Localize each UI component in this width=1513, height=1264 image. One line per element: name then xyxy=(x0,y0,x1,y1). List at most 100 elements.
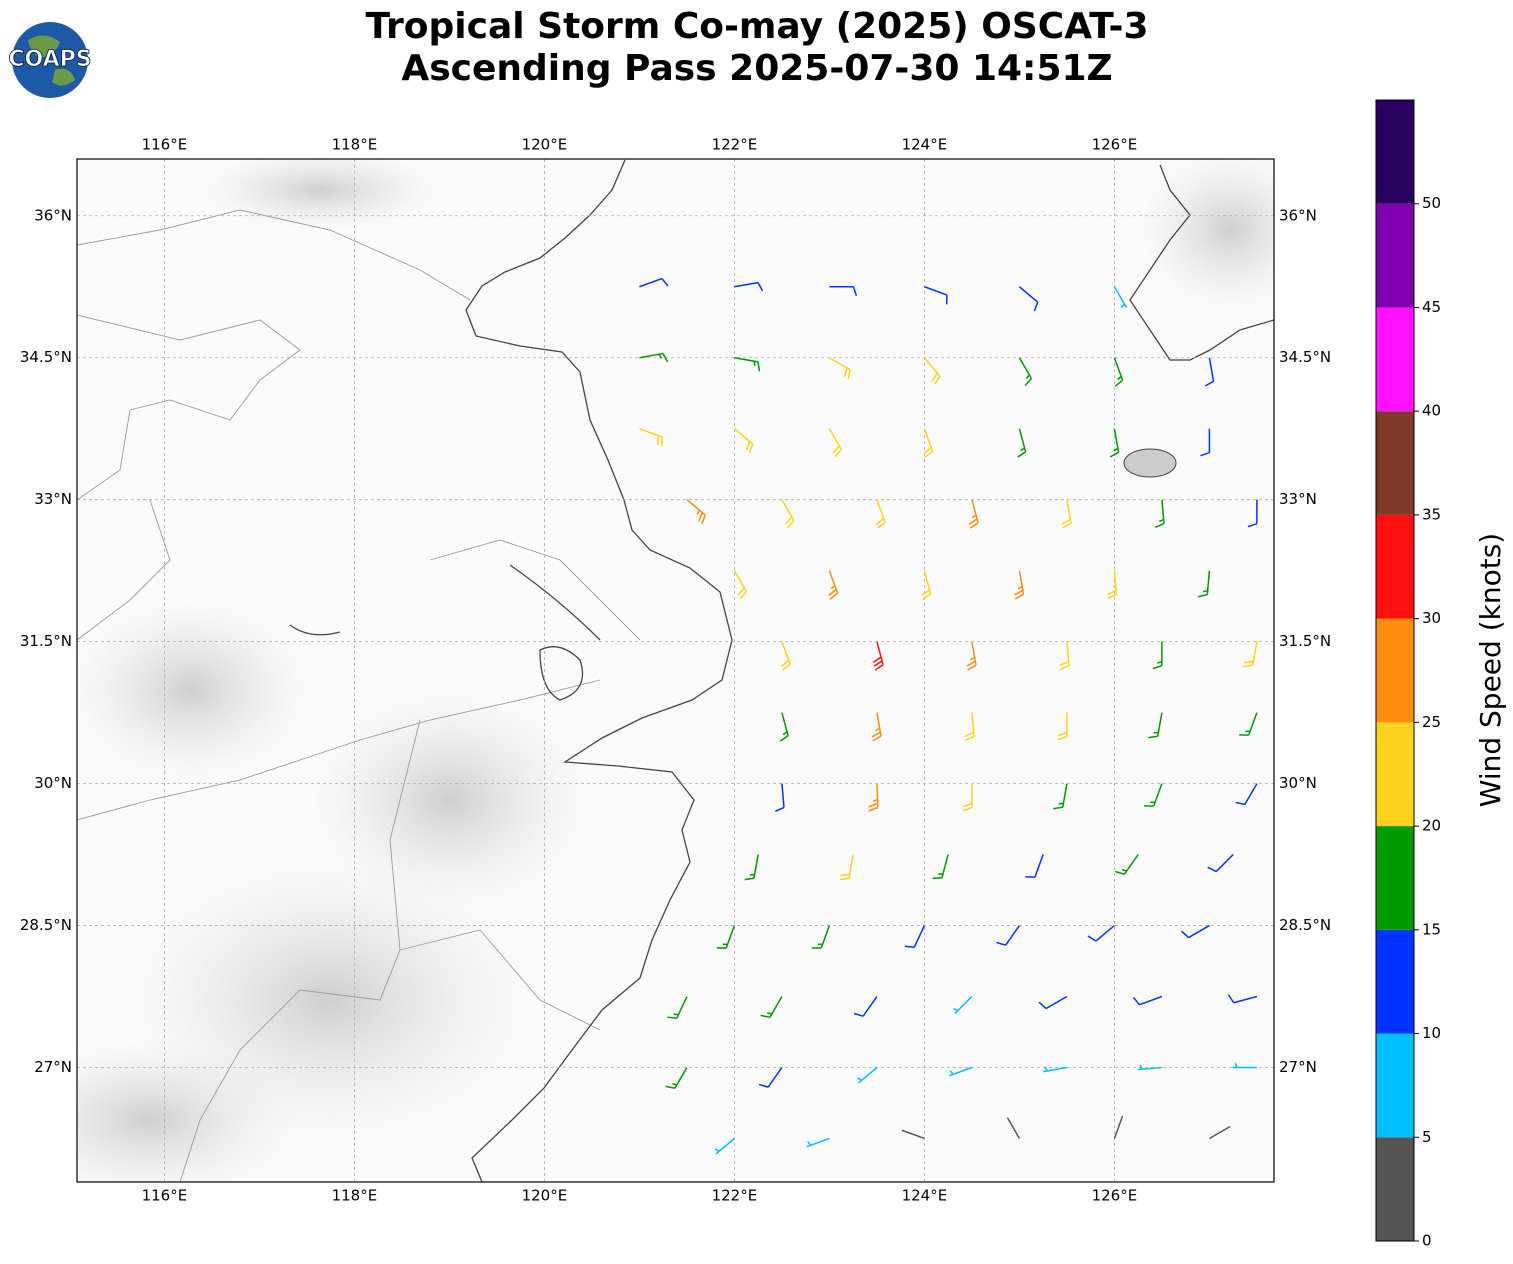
logo-land xyxy=(28,35,75,86)
colorbar-bin xyxy=(1376,1033,1414,1138)
wind-barb xyxy=(1232,1062,1257,1069)
wind-barbs xyxy=(639,277,1258,1155)
wind-barb xyxy=(1006,1117,1021,1139)
colorbar-bin xyxy=(1376,411,1414,515)
x-tick-label: 120°E xyxy=(522,136,568,154)
colorbar-bin xyxy=(1376,929,1414,1034)
wind-barb xyxy=(872,641,884,671)
wind-barb xyxy=(962,783,973,812)
wind-barb xyxy=(904,925,926,949)
y-tick-label: 36°N xyxy=(34,206,72,224)
wind-barb xyxy=(968,499,979,529)
terrain xyxy=(310,690,590,910)
colorbar-tick-label: 40 xyxy=(1422,402,1441,420)
x-tick-label: 118°E xyxy=(332,1187,378,1205)
colorbar-frame xyxy=(1375,99,1415,1242)
wind-barb xyxy=(1239,712,1258,736)
wind-barb xyxy=(1132,995,1163,1006)
colorbar-tick-label: 20 xyxy=(1422,817,1441,835)
colorbar-tick-label: 10 xyxy=(1422,1024,1441,1042)
wind-barb xyxy=(733,428,754,454)
wind-barb xyxy=(1059,641,1070,671)
wind-barb xyxy=(1109,428,1120,458)
wind-barb xyxy=(1144,783,1163,807)
wind-barb xyxy=(996,925,1021,946)
basemap xyxy=(77,159,1274,1182)
y-tick-label: 28.5°N xyxy=(1279,916,1331,934)
wind-barb xyxy=(714,1137,735,1155)
wind-barb xyxy=(779,712,789,742)
wind-barb xyxy=(1113,357,1124,387)
colorbar-tick-label: 35 xyxy=(1422,505,1441,523)
colorbar-tick-label: 0 xyxy=(1422,1232,1432,1250)
wind-barb xyxy=(871,712,882,742)
wind-barb xyxy=(716,925,736,949)
wind-barb xyxy=(966,641,977,671)
wind-barb xyxy=(1043,1066,1068,1073)
coastline xyxy=(465,159,733,1182)
y-tick-label: 27°N xyxy=(34,1058,72,1076)
wind-barb xyxy=(901,1129,925,1140)
wind-barb xyxy=(923,357,941,385)
wind-barb xyxy=(734,356,761,372)
x-tick-label: 126°E xyxy=(1092,136,1138,154)
colorbar-label: Wind Speed (knots) xyxy=(1474,533,1507,807)
wind-barb xyxy=(1107,570,1118,600)
y-tick-label: 34.5°N xyxy=(1279,348,1331,366)
y-tick-label: 27°N xyxy=(1279,1058,1317,1076)
x-tick-label: 116°E xyxy=(142,136,188,154)
wind-barb xyxy=(875,499,886,529)
colorbar-bin xyxy=(1376,514,1414,619)
wind-barb xyxy=(921,570,932,600)
wind-barb xyxy=(1137,1064,1162,1071)
wind-barb xyxy=(1053,783,1068,810)
title: Tropical Storm Co-may (2025) OSCAT-3 xyxy=(365,6,1148,47)
wind-barb xyxy=(1152,641,1163,670)
wind-barb xyxy=(780,641,791,671)
y-tick-label: 31.5°N xyxy=(1279,632,1331,650)
coastline xyxy=(1129,164,1274,361)
y-tick-label: 34.5°N xyxy=(20,348,72,366)
wind-barb xyxy=(923,428,934,458)
terrain xyxy=(77,600,310,780)
wind-barb xyxy=(1017,428,1027,458)
x-tick-label: 118°E xyxy=(332,136,378,154)
grid xyxy=(77,159,1274,1182)
wind-barb xyxy=(781,499,795,529)
wind-barb xyxy=(686,499,706,525)
y-tick-label: 30°N xyxy=(34,774,72,792)
wind-barb xyxy=(1038,995,1068,1010)
wind-barb xyxy=(1014,570,1025,600)
terrain xyxy=(77,1040,300,1182)
colorbar-bin xyxy=(1376,203,1414,308)
colorbar-tick-label: 15 xyxy=(1422,920,1441,938)
wind-barb xyxy=(639,352,669,363)
colorbar-tick-label: 5 xyxy=(1422,1128,1432,1146)
wind-barb xyxy=(665,1067,688,1090)
wind-barb xyxy=(828,428,843,458)
wind-barb xyxy=(853,996,878,1017)
wind-barb xyxy=(1247,499,1258,528)
y-tick-label: 28.5°N xyxy=(20,916,72,934)
terrain xyxy=(200,159,440,230)
wind-barb xyxy=(828,570,839,600)
wind-barb xyxy=(1113,286,1128,309)
wind-barb xyxy=(1227,994,1258,1004)
wind-barb xyxy=(857,1066,878,1084)
colorbar-bin xyxy=(1376,1137,1414,1241)
colorbar-bin xyxy=(1376,307,1414,412)
wind-barb xyxy=(1025,854,1044,878)
x-tick-label: 116°E xyxy=(142,1187,188,1205)
x-tick-label: 122°E xyxy=(712,136,758,154)
y-tick-label: 33°N xyxy=(1279,490,1317,508)
wind-barb xyxy=(1057,712,1068,741)
coastline xyxy=(289,564,601,701)
map-frame xyxy=(76,158,1275,1183)
wind-barb xyxy=(964,712,975,741)
x-tick-label: 122°E xyxy=(712,1187,758,1205)
y-tick-label: 31.5°N xyxy=(20,632,72,650)
colorbar-tick-label: 25 xyxy=(1422,713,1441,731)
island xyxy=(1123,448,1177,478)
wind-barb xyxy=(1154,499,1165,529)
